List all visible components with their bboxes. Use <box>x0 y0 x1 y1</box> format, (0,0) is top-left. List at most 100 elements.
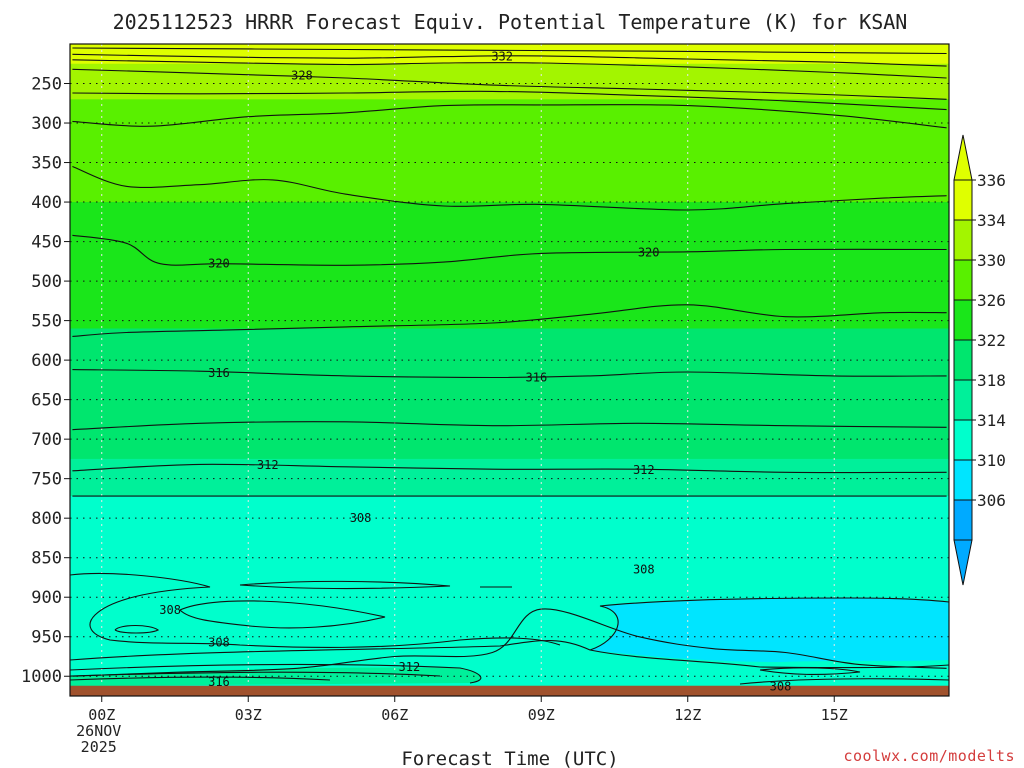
contour-label-320: 320 <box>638 246 660 260</box>
x-tick-label: 06Z <box>381 706 408 724</box>
y-tick-label: 900 <box>31 588 62 608</box>
contour-label-text: 316 <box>526 371 548 385</box>
x-tick-label: 15Z <box>821 706 848 724</box>
contour-318 <box>72 304 947 337</box>
contour-label-320: 320 <box>208 257 230 271</box>
contour-label-text: 320 <box>638 246 660 260</box>
colorbar-bottom-arrow <box>953 539 973 586</box>
contour-label-316: 316 <box>208 675 230 689</box>
cool-pocket-near-surface <box>590 598 949 662</box>
y-tick-label: 400 <box>31 193 62 213</box>
colorbar-segment <box>953 259 973 301</box>
contour-label-text: 308 <box>159 603 181 617</box>
contour-308-surface-east <box>739 678 949 685</box>
contour-label-312: 312 <box>257 458 279 472</box>
small-pocket-900 <box>115 625 158 633</box>
contour-label-text: 308 <box>770 680 792 694</box>
contour-label-308: 308 <box>770 680 792 694</box>
colorbar-label: 336 <box>977 171 1006 190</box>
contour-label-text: 316 <box>208 366 230 380</box>
contour-326 <box>72 90 947 111</box>
x-tick-year: 2025 <box>81 738 117 756</box>
contour-308 <box>72 608 947 677</box>
y-axis-pressure: 250 300 350 400 450 500 550 600 650 700 750 800 850 9… <box>21 75 70 687</box>
ground-surface <box>70 685 949 696</box>
contour-324 <box>72 104 947 129</box>
contour-label-312: 312 <box>633 463 655 477</box>
contour-label-308: 308 <box>159 603 181 617</box>
credit-text: coolwx.com/modelts <box>843 747 1015 765</box>
colorbar-segment <box>953 179 973 221</box>
x-axis-label: Forecast Time (UTC) <box>401 748 618 768</box>
plot-frame <box>69 43 950 697</box>
contour-label-text: 316 <box>208 675 230 689</box>
y-tick-label: 950 <box>31 628 62 648</box>
contour-label-text: 308 <box>633 563 655 577</box>
colorbar-segment <box>953 419 973 461</box>
contour-label-text: 308 <box>208 635 230 649</box>
y-tick-label: 850 <box>31 549 62 569</box>
colorbar-label: 322 <box>977 331 1006 350</box>
contour-label-text: 328 <box>291 69 313 83</box>
contour-308-pocket-850 <box>179 600 386 629</box>
y-tick-label: 500 <box>31 272 62 292</box>
x-tick-label: 03Z <box>235 706 262 724</box>
plot-area: 332 328 320 320 316 316 312 312 308 308 308 308 312 3… <box>69 43 950 697</box>
y-tick-label: 450 <box>31 233 62 253</box>
contour-labels: 332 328 320 320 316 316 312 312 308 308 308 308 312 3… <box>159 50 792 694</box>
y-tick-label: 650 <box>31 391 62 411</box>
y-tick-label: 300 <box>31 114 62 134</box>
contour-label-308: 308 <box>208 635 230 649</box>
x-tick-label: 12Z <box>674 706 701 724</box>
low-level-contour-details <box>70 572 949 685</box>
contour-316 <box>72 369 947 379</box>
y-tick-label: 350 <box>31 154 62 174</box>
y-tick-label: 700 <box>31 430 62 450</box>
contour-label-text: 312 <box>257 458 279 472</box>
contour-332 <box>72 53 947 67</box>
colorbar-segment <box>953 379 973 421</box>
contour-308-lower-east <box>759 667 861 675</box>
contour-314-near-surface <box>70 671 441 677</box>
colorbar: 336 334 330 326 322 318 314 310 306 <box>953 134 1006 586</box>
contour-label-text: 312 <box>399 660 421 674</box>
colorbar-label: 310 <box>977 451 1006 470</box>
colorbar-segment <box>953 299 973 341</box>
x-tick-label: 09Z <box>528 706 555 724</box>
colorbar-segment <box>953 219 973 261</box>
contour-330 <box>72 59 947 79</box>
contour-label-308: 308 <box>350 511 372 525</box>
colorbar-label: 330 <box>977 251 1006 270</box>
contour-308-800-streak <box>239 580 451 590</box>
contour-314 <box>72 421 947 431</box>
contour-308-western-loop <box>70 572 561 648</box>
colorbar-segment <box>953 339 973 381</box>
y-tick-label: 750 <box>31 470 62 490</box>
contour-312 <box>72 463 947 474</box>
colorbar-segment <box>953 499 973 541</box>
contour-label-312: 312 <box>399 660 421 674</box>
x-tick-date: 26NOV <box>76 722 121 740</box>
colorbar-label: 318 <box>977 371 1006 390</box>
colorbar-label: 326 <box>977 291 1006 310</box>
y-tick-label: 800 <box>31 509 62 529</box>
contour-label-text: 320 <box>208 257 230 271</box>
contour-312-near-surface <box>70 663 482 684</box>
contour-310-near-surface <box>70 639 949 669</box>
colorbar-label: 334 <box>977 211 1006 230</box>
colorbar-label: 306 <box>977 491 1006 510</box>
contour-328 <box>72 68 947 100</box>
contour-322 <box>72 165 947 211</box>
colorbar-label: 314 <box>977 411 1006 430</box>
x-tick-label: 00Z <box>88 706 115 724</box>
colorbar-top-arrow <box>953 134 973 181</box>
contour-label-308: 308 <box>633 563 655 577</box>
contour-label-text: 332 <box>491 50 513 64</box>
contour-label-text: 308 <box>350 511 372 525</box>
contour-label-316: 316 <box>208 366 230 380</box>
contour-320 <box>72 234 947 266</box>
contour-308-small-loop <box>114 624 160 634</box>
contour-316-near-surface <box>70 676 331 681</box>
y-tick-label: 250 <box>31 75 62 95</box>
